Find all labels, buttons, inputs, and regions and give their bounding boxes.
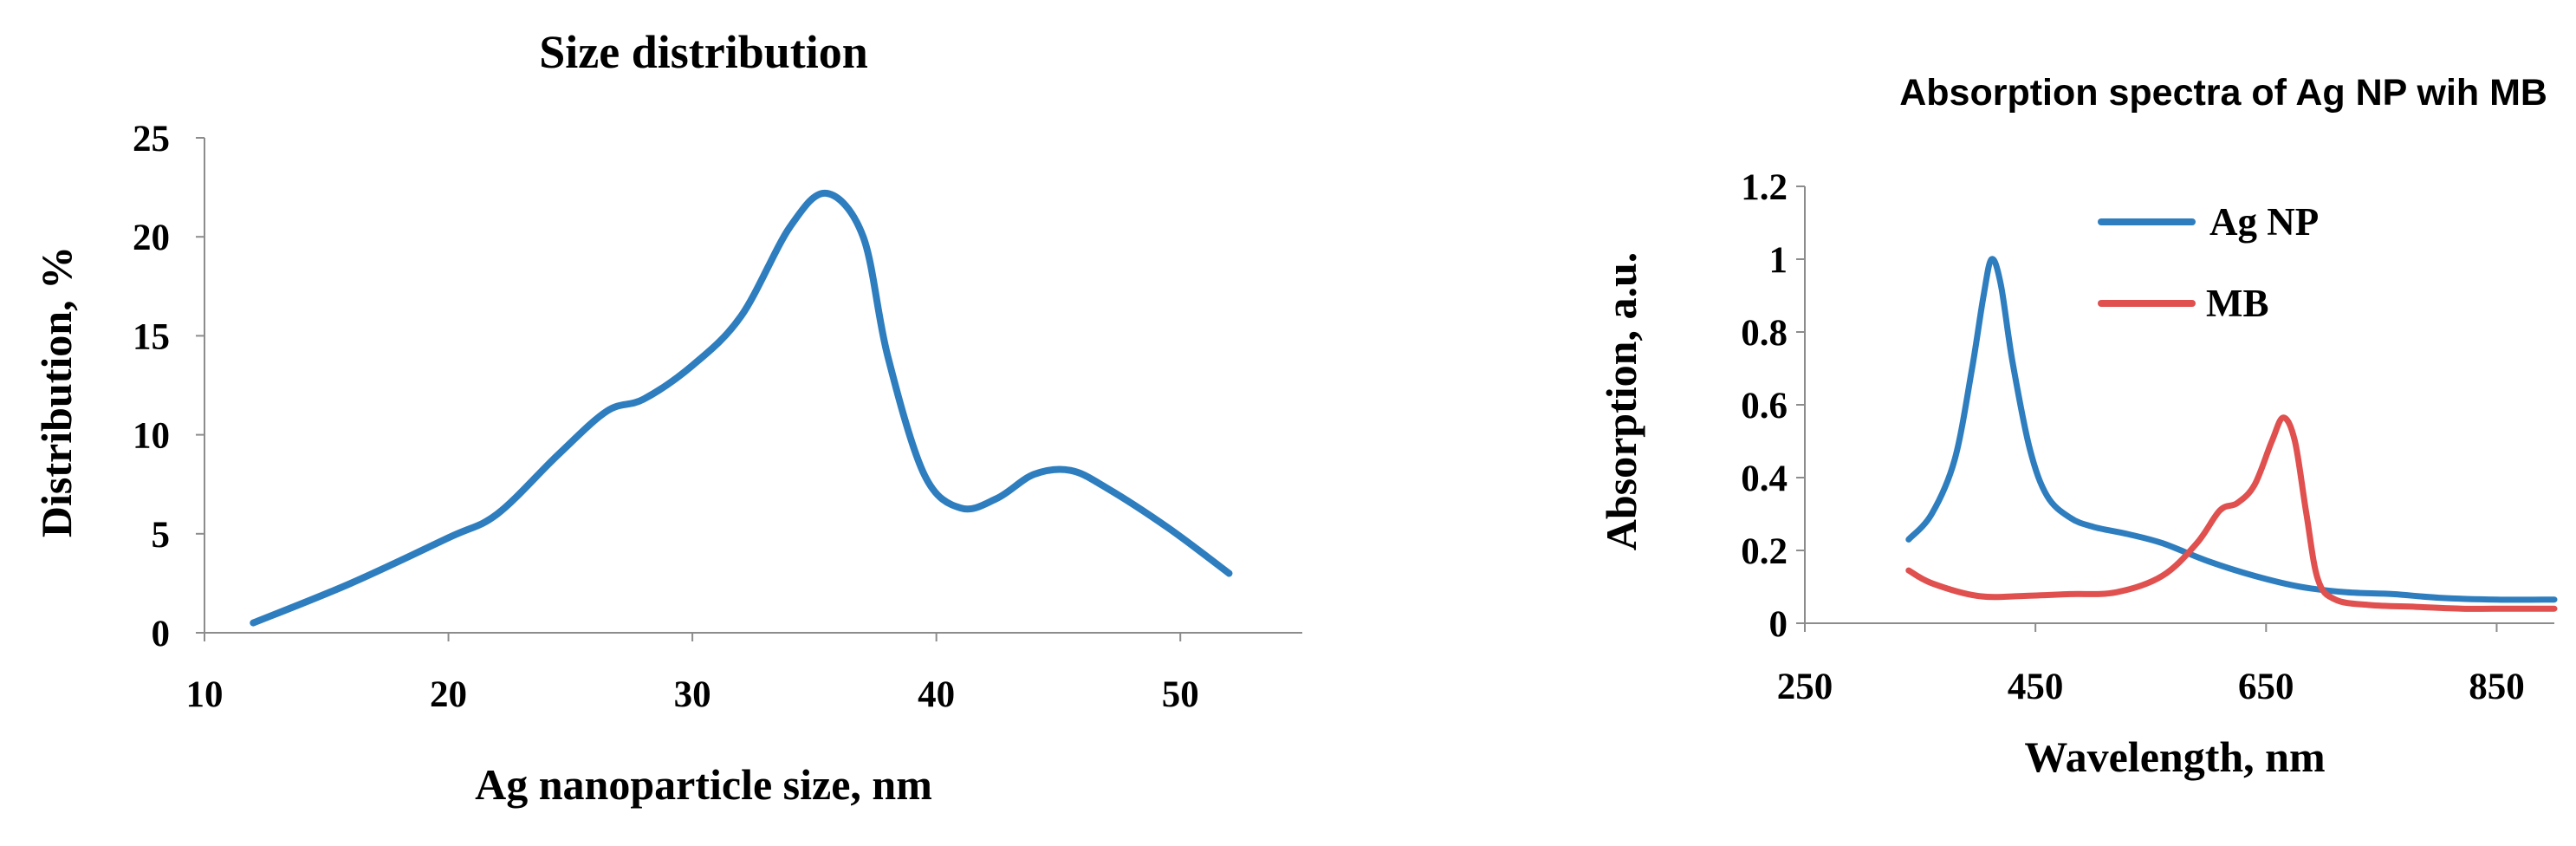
y-tick-label: 15 xyxy=(133,316,170,357)
series-line-ag-np xyxy=(1905,256,2558,603)
y-tick-label: 0 xyxy=(152,614,171,654)
series-line-mb xyxy=(1905,414,2558,612)
x-tick-label: 450 xyxy=(2008,667,2064,707)
y-axis-label: Distribution, % xyxy=(32,246,81,537)
y-tick-label: 1 xyxy=(1769,240,1788,281)
x-tick-label: 40 xyxy=(918,674,955,715)
x-tick-label: 50 xyxy=(1162,674,1199,715)
legend-label: MB xyxy=(2206,282,2269,325)
y-tick-label: 10 xyxy=(133,416,170,457)
chart-title: Size distribution xyxy=(539,26,868,78)
y-tick-label: 0 xyxy=(1769,604,1788,645)
x-tick-label: 20 xyxy=(430,674,467,715)
y-tick-label: 5 xyxy=(152,515,171,556)
x-axis-label: Wavelength, nm xyxy=(2024,732,2325,781)
x-tick-label: 250 xyxy=(1777,667,1833,707)
y-tick-label: 0.4 xyxy=(1741,459,1788,499)
x-tick-label: 10 xyxy=(186,674,224,715)
x-tick-label: 650 xyxy=(2238,667,2294,707)
y-tick-label: 0.2 xyxy=(1741,531,1788,572)
series-line-distribution xyxy=(250,189,1233,627)
y-tick-label: 0.8 xyxy=(1741,313,1788,354)
x-tick-label: 30 xyxy=(674,674,711,715)
y-tick-label: 1.2 xyxy=(1741,167,1788,208)
chart-title: Absorption spectra of Ag NP wih MB xyxy=(1899,72,2547,114)
y-tick-label: 25 xyxy=(133,119,170,159)
y-axis-label: Absorption, a.u. xyxy=(1597,252,1645,551)
y-tick-label: 0.6 xyxy=(1741,386,1788,426)
chart-size-distribution: Size distribution 0 5 10 15 20 25 10 20 30 40 50 Ag … xyxy=(32,26,1302,809)
y-tick-label: 20 xyxy=(133,218,170,258)
legend-label: Ag NP xyxy=(2209,200,2319,244)
x-axis-label: Ag nanoparticle size, nm xyxy=(475,760,932,809)
chart-absorption-spectra: Absorption spectra of Ag NP wih MB 0 0.2 0.… xyxy=(1597,72,2558,781)
x-tick-label: 850 xyxy=(2469,667,2525,707)
